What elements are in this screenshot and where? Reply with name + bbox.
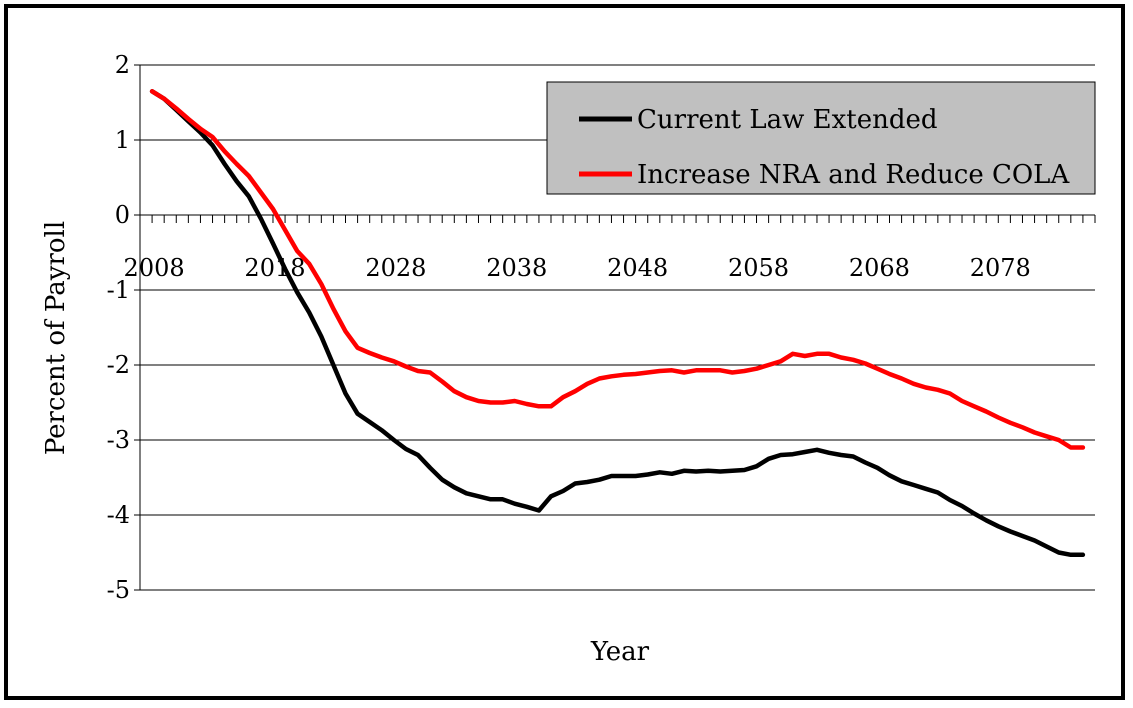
legend: Current Law Extended Increase NRA and Red… [546, 81, 1096, 195]
axes [134, 64, 1096, 591]
x-tick-label: 2058 [728, 254, 789, 282]
x-tick-label: 2028 [365, 254, 426, 282]
y-tick-label: -1 [107, 276, 130, 304]
y-tick-label: -3 [107, 426, 130, 454]
y-tick-label: 0 [115, 201, 130, 229]
legend-box [546, 81, 1096, 195]
legend-label: Current Law Extended [637, 105, 938, 135]
y-tick-label: -4 [107, 501, 130, 529]
series-line [149, 89, 1086, 558]
x-tick-label: 2038 [486, 254, 547, 282]
x-tick-label: 2068 [849, 254, 910, 282]
x-tick-label: 2018 [244, 254, 305, 282]
y-tick-label: -5 [107, 576, 130, 604]
y-axis-label: Percent of Payroll [41, 221, 71, 455]
x-tick-label: 2008 [124, 254, 185, 282]
series-line [149, 89, 1086, 450]
y-tick-label: 1 [115, 126, 130, 154]
y-tick-label: -2 [107, 351, 130, 379]
x-tick-label: 2078 [970, 254, 1031, 282]
x-tick-labels: 2008 2018 2028 2038 2048 2058 2068 2078 [124, 254, 1031, 282]
series-lines [149, 89, 1086, 558]
x-tick-label: 2048 [607, 254, 668, 282]
legend-label: Increase NRA and Reduce COLA [637, 160, 1070, 190]
x-axis-label: Year [590, 637, 650, 667]
y-tick-label: 2 [115, 51, 130, 79]
y-tick-labels: 2 1 0 -1 -2 -3 -4 -5 [107, 51, 130, 604]
